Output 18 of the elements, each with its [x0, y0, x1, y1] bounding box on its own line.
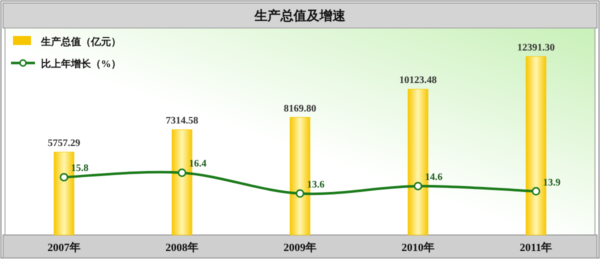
x-tick-label: 2011年	[520, 241, 552, 254]
point	[532, 187, 540, 196]
data-label: 7314.58	[166, 116, 198, 127]
point	[60, 172, 68, 182]
x-tick-label: 2010年	[402, 241, 434, 254]
point	[178, 168, 186, 177]
chart-title: 生产总值及增速	[254, 8, 346, 23]
data-label: 10123.48	[399, 75, 437, 86]
x-tick-label: 2007年	[48, 241, 80, 254]
legend-label: 比上年增长（%）	[41, 58, 121, 70]
point	[296, 189, 304, 198]
data-label: 5757.29	[48, 138, 80, 150]
legend-label: 生产总值（亿元）	[40, 36, 121, 48]
point	[414, 182, 422, 190]
data-label: 8169.80	[284, 103, 316, 114]
data-label: 12391.30	[517, 42, 555, 54]
x-tick-label: 2008年	[166, 241, 198, 254]
x-tick-label: 2009年	[284, 241, 316, 254]
